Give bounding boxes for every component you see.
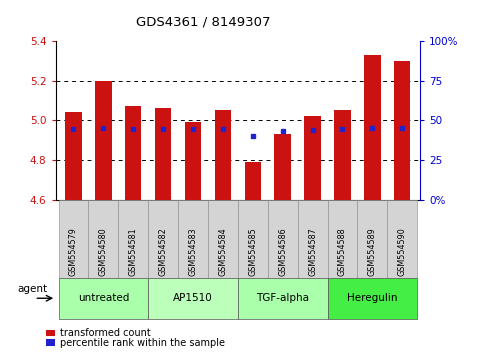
- Bar: [46, 339, 55, 346]
- Text: agent: agent: [18, 284, 48, 295]
- Bar: [95, 81, 112, 200]
- Bar: [148, 200, 178, 278]
- Text: TGF-alpha: TGF-alpha: [256, 293, 309, 303]
- Bar: [125, 107, 142, 200]
- Bar: [148, 278, 238, 319]
- Bar: [334, 110, 351, 200]
- Text: GSM554585: GSM554585: [248, 227, 257, 276]
- Bar: [215, 110, 231, 200]
- Bar: [387, 200, 417, 278]
- Text: GSM554588: GSM554588: [338, 228, 347, 276]
- Bar: [394, 61, 411, 200]
- Bar: [58, 200, 88, 278]
- Bar: [274, 134, 291, 200]
- Text: GSM554584: GSM554584: [218, 228, 227, 276]
- Text: AP1510: AP1510: [173, 293, 213, 303]
- Text: GSM554582: GSM554582: [158, 227, 168, 276]
- Text: GDS4361 / 8149307: GDS4361 / 8149307: [136, 16, 270, 29]
- Bar: [268, 200, 298, 278]
- Text: transformed count: transformed count: [60, 328, 151, 338]
- Bar: [65, 113, 82, 200]
- Bar: [178, 200, 208, 278]
- Bar: [304, 116, 321, 200]
- Bar: [244, 162, 261, 200]
- Bar: [238, 200, 268, 278]
- Text: GSM554579: GSM554579: [69, 227, 78, 276]
- Bar: [298, 200, 327, 278]
- Text: GSM554580: GSM554580: [99, 228, 108, 276]
- Bar: [185, 122, 201, 200]
- Bar: [155, 108, 171, 200]
- Text: GSM554589: GSM554589: [368, 227, 377, 276]
- Bar: [88, 200, 118, 278]
- Bar: [46, 330, 55, 336]
- Text: Heregulin: Heregulin: [347, 293, 398, 303]
- Bar: [58, 278, 148, 319]
- Text: percentile rank within the sample: percentile rank within the sample: [60, 338, 226, 348]
- Text: untreated: untreated: [78, 293, 129, 303]
- Bar: [357, 200, 387, 278]
- Bar: [327, 278, 417, 319]
- Text: GSM554583: GSM554583: [188, 228, 198, 276]
- Text: GSM554590: GSM554590: [398, 227, 407, 276]
- Text: GSM554587: GSM554587: [308, 227, 317, 276]
- Text: GSM554581: GSM554581: [129, 228, 138, 276]
- Text: GSM554586: GSM554586: [278, 228, 287, 276]
- Bar: [364, 55, 381, 200]
- Bar: [327, 200, 357, 278]
- Bar: [208, 200, 238, 278]
- Bar: [118, 200, 148, 278]
- Bar: [238, 278, 327, 319]
